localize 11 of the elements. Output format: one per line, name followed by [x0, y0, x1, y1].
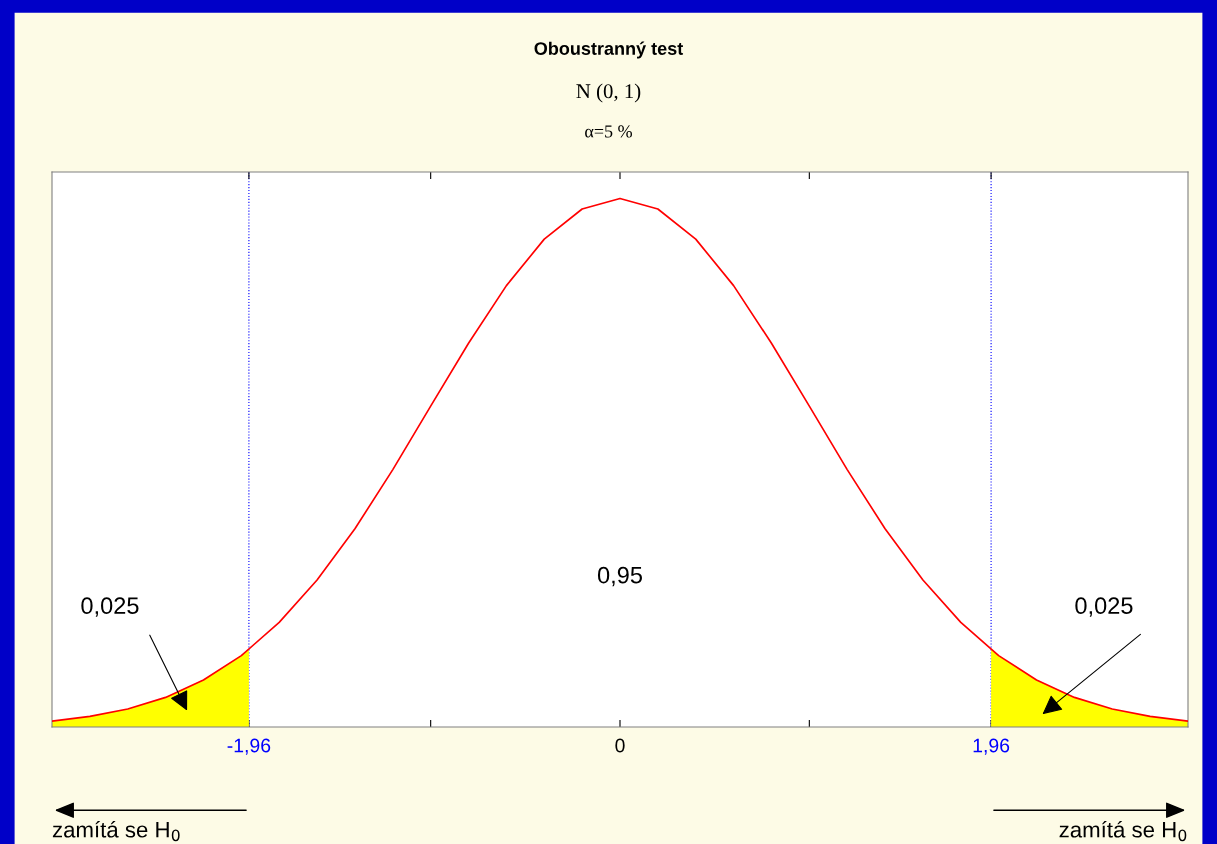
chart-subtitle: N (0, 1) — [576, 83, 641, 103]
text: α=5 % — [585, 125, 632, 138]
annotation: 0,025 — [81, 597, 139, 617]
annotation: 0,025 — [1075, 597, 1133, 617]
text: zamítá se H$_{0}$ — [52, 821, 180, 842]
x-tick-label: -1,96 — [227, 738, 271, 755]
x-tick-label: 1,96 — [973, 738, 1010, 755]
annotation: 0,95 — [597, 566, 642, 587]
chart-title: Oboustranný test — [534, 41, 684, 59]
text: zamítá se H$_{0}$ — [1059, 821, 1187, 842]
x-tick-label: 0 — [615, 738, 625, 753]
